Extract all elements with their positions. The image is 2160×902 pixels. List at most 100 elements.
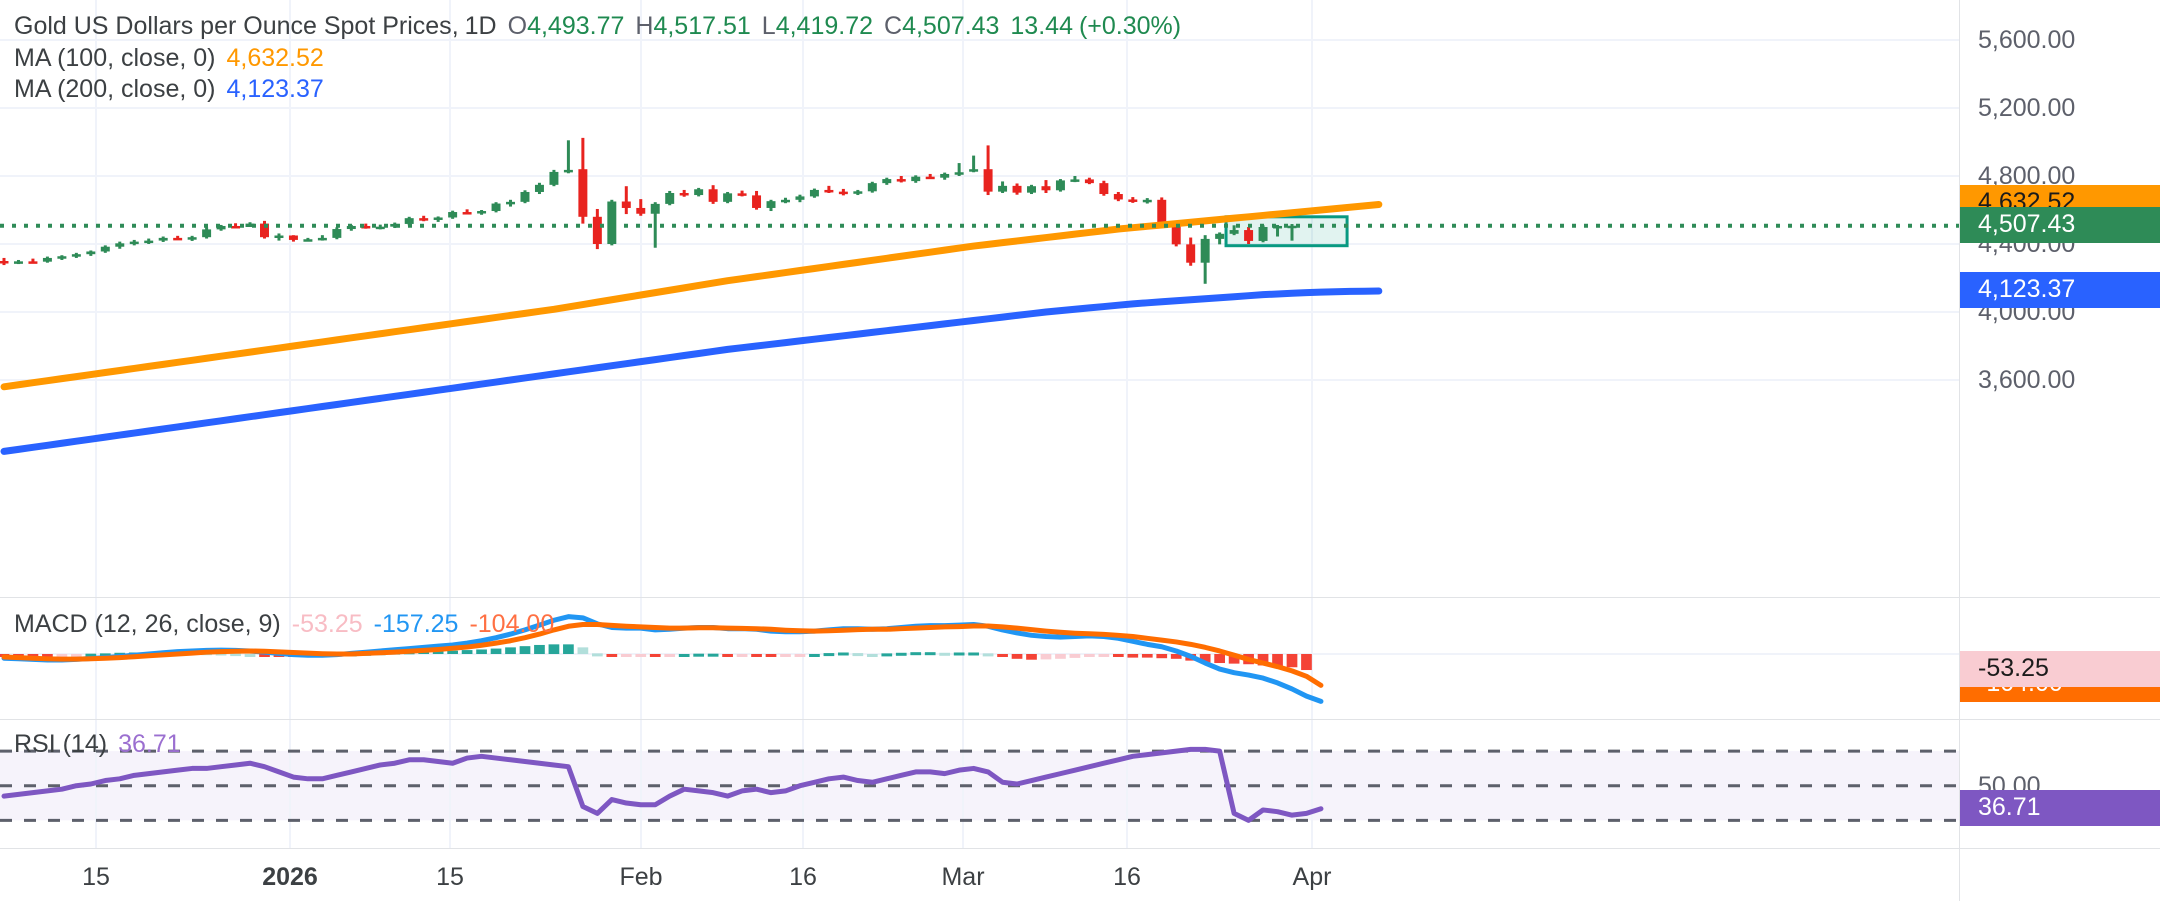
macd-histogram-bar [809,653,820,657]
macd-histogram-bar [678,653,690,657]
macd-histogram-bar [881,653,893,657]
candle-body [549,171,559,185]
candle-body [288,235,298,240]
candle-body [1128,199,1138,202]
rsi-panel[interactable] [0,720,2160,848]
macd-histogram-bar [1286,653,1298,668]
candle-body [636,207,646,214]
time-axis-label: 15 [82,863,110,891]
time-axis-label: 16 [1113,863,1141,891]
candle-body [766,201,776,208]
macd-histogram-bar [620,653,632,657]
macd-histogram-bar [997,653,1008,658]
candle-body [824,189,834,193]
candle-body [202,229,212,238]
candle-body [838,191,848,195]
macd-histogram-bar [476,649,487,654]
macd-histogram-bar [1040,653,1052,660]
macd-histogram-bar [432,650,444,654]
price-scale[interactable]: 5,600.00 5,200.00 4,800.00 4,400.00 4,00… [1959,0,2160,901]
candlestick-series[interactable] [0,137,1297,284]
candle-body [433,217,443,220]
candle-body [231,225,241,229]
candle-body [404,218,414,224]
candle-body [998,185,1008,192]
macd-histogram-bar [953,652,965,656]
macd-histogram-bar [1084,653,1095,657]
macd-histogram-bar [1199,653,1211,663]
candle-body [896,179,906,182]
candle-body [0,261,9,264]
macd-panel[interactable] [0,598,2160,720]
macd-histogram-bar [968,652,979,656]
candle-body [1099,183,1109,195]
macd-histogram-bar [1069,653,1081,658]
macd-histogram-bar [71,653,82,657]
candle-body [332,229,342,238]
badge-last-price[interactable]: 4,507.43 [1960,206,2160,243]
candle-body [809,189,819,197]
candle-body [1244,230,1254,241]
candle-body [780,199,790,203]
macd-plot[interactable] [0,598,2160,720]
candle-body [1055,180,1065,191]
time-axis-label: 2026 [262,863,318,891]
candle-body [1287,225,1297,229]
candle-body [274,235,284,238]
candle-body [13,261,23,264]
candle-body [1084,179,1094,184]
candle-body [1157,199,1167,226]
macd-signal-line [1,621,1324,688]
badge-rsi-value[interactable]: 36.71 [1960,789,2160,826]
macd-histogram-bar [780,653,791,657]
candle-body [57,256,67,259]
candle-body [925,176,935,180]
macd-histogram-bar [1112,653,1124,658]
candle-body [1012,185,1022,193]
candle-body [187,237,197,240]
candle-body [723,193,733,202]
time-axis-label: 15 [436,863,464,891]
candle-body [650,203,660,214]
price-tick-4800: 4,800.00 [1978,162,2076,190]
price-panel[interactable] [0,0,2160,598]
macd-histogram-bar [794,653,806,657]
candle-body [563,169,573,173]
macd-histogram-bar [42,653,53,657]
candle-body [752,195,762,208]
candle-body [534,184,544,192]
macd-histogram-bar [27,653,39,657]
candle-body [419,218,429,221]
macd-histogram-bar [736,653,748,657]
candle-body [708,189,718,202]
time-axis[interactable]: 15 2026 15 Feb 16 Mar 16 Apr [0,848,2160,902]
macd-histogram-bar [664,653,676,657]
macd-histogram-bar [1098,653,1110,657]
time-axis-label: Feb [619,863,663,891]
candle-body [1200,238,1210,263]
candle-body [71,254,81,257]
macd-histogram-bar [1141,653,1153,658]
candle-body [173,237,183,241]
macd-histogram-bar [534,644,545,654]
candle-body [216,225,226,230]
macd-histogram-bar [895,652,907,656]
candle-body [1273,225,1283,229]
candle-body [86,251,96,255]
macd-histogram-bar [85,653,97,657]
candle-body [1229,230,1239,234]
macd-histogram-bar [259,653,270,657]
price-plot[interactable] [0,0,2160,598]
candle-body [317,237,327,241]
time-axis-label: Apr [1292,863,1332,891]
candle-body [853,191,863,194]
macd-histogram-bar [910,652,922,656]
badge-ma200-value[interactable]: 4,123.37 [1960,272,2160,309]
macd-histogram-bar [823,653,835,657]
badge-macd-histogram-value[interactable]: -53.25 [1960,651,2160,688]
candle-body [969,169,979,172]
rsi-plot[interactable] [0,720,2160,848]
panel-divider-price-macd [0,597,2160,598]
candle-body [983,169,993,192]
